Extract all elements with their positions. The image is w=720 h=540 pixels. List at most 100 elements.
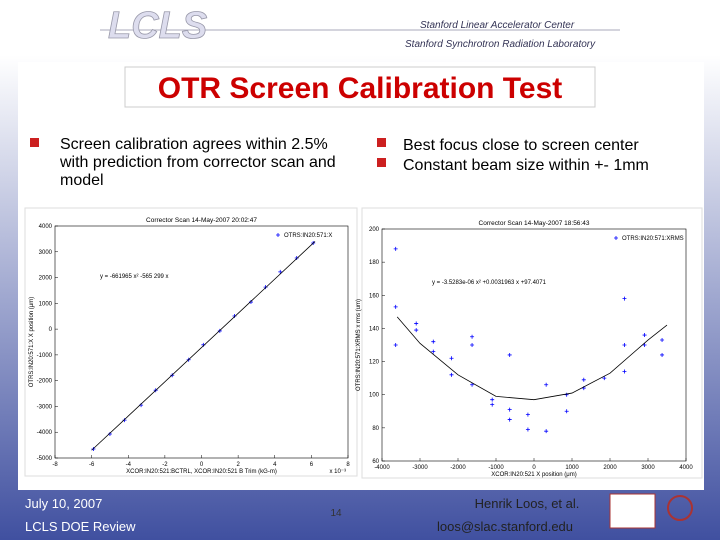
x-tick-label: 0 (200, 462, 204, 468)
x-tick-label: -6 (89, 462, 95, 468)
data-point (564, 409, 569, 414)
data-point (393, 343, 398, 347)
x-tick-label: -2 (162, 462, 168, 468)
y-tick-label: 80 (372, 426, 379, 432)
y-axis-label: OTRS:IN20:571:X X position (μm) (29, 297, 35, 388)
data-point (393, 304, 398, 309)
page-number: 14 (330, 508, 342, 519)
data-point (544, 429, 549, 434)
sslac-logo (609, 493, 656, 529)
data-point (490, 397, 495, 402)
data-point (642, 333, 647, 338)
x-tick-label: 2 (236, 462, 240, 468)
bullet (30, 138, 39, 147)
title-box (124, 66, 596, 108)
data-point (602, 376, 607, 381)
data-point (622, 343, 627, 347)
x-axis-label: XCOR:IN20:521 X position (μm) (491, 472, 577, 478)
x-tick-label: -4000 (374, 465, 390, 471)
x-tick-label: 0 (532, 465, 536, 471)
data-point (525, 427, 530, 432)
y-tick-label: 60 (372, 459, 379, 465)
data-point (294, 255, 299, 260)
data-point (431, 339, 436, 344)
x-tick-label: -2000 (450, 465, 466, 471)
legend-label: OTRS:IN20:571:XRMS (622, 236, 684, 242)
y-tick-label: 140 (369, 326, 380, 332)
y-tick-label: 200 (369, 227, 380, 233)
annotation: y = -661965 x² -565 299 x (100, 274, 169, 280)
data-point (278, 269, 283, 274)
data-point (414, 328, 419, 333)
bullet (377, 158, 386, 167)
data-point (507, 352, 512, 357)
x-tick-label: 6 (310, 462, 314, 468)
data-point (449, 356, 454, 361)
data-point (431, 349, 436, 354)
data-point (525, 412, 530, 417)
chart-title: Corrector Scan 14-May-2007 20:02:47 (146, 217, 257, 224)
x-tick-label: -1000 (488, 465, 504, 471)
data-point (564, 392, 569, 397)
fit-line (91, 241, 316, 451)
legend-marker (614, 236, 618, 240)
legend-label: OTRS:IN20:571:X (284, 233, 332, 239)
bullet (377, 138, 386, 147)
y-tick-label: -2000 (37, 379, 53, 385)
legend-marker (276, 233, 280, 237)
data-point (660, 352, 665, 357)
y-tick-label: -5000 (37, 456, 53, 462)
footer-author: Henrik Loos, et al. (475, 496, 580, 511)
data-point (470, 334, 475, 339)
data-point (581, 377, 586, 382)
y-tick-label: 3000 (39, 250, 53, 256)
x-tick-label: -8 (52, 462, 58, 468)
bullet-text: Best focus close to screen center (403, 137, 639, 154)
footer-event: LCLS DOE Review (25, 519, 136, 534)
y-axis-label: OTRS:IN20:571:XRMS x rms (um) (356, 299, 362, 391)
chart-title: Corrector Scan 14-May-2007 18:56:43 (479, 220, 590, 227)
data-point (660, 338, 665, 343)
data-point (507, 407, 512, 412)
data-point (122, 418, 127, 423)
data-point (507, 417, 512, 422)
plot-area (381, 228, 687, 462)
plot-area (54, 225, 349, 459)
x-tick-label: -3000 (412, 465, 428, 471)
data-point (414, 321, 419, 326)
logo: LCLS (108, 5, 207, 47)
x-tick-label: 4 (273, 462, 277, 468)
x-tick-label: -4 (126, 462, 132, 468)
slide-title: OTR Screen Calibration Test (158, 72, 563, 105)
y-tick-label: -4000 (37, 430, 53, 436)
x-tick-label: 3000 (641, 465, 655, 471)
y-tick-label: -3000 (37, 404, 53, 410)
x-axis-label: XCOR:IN20:521:BCTRL, XCOR:IN20:521 B Tri… (126, 469, 277, 475)
data-point (642, 343, 647, 347)
data-point (248, 300, 253, 305)
bullet-text: Constant beam size within +- 1mm (403, 157, 649, 174)
x-multiplier: x 10⁻³ (329, 469, 346, 475)
ssrl-logo (667, 495, 693, 521)
bullet-list: Best focus close to screen center Consta… (403, 136, 649, 176)
footer-date: July 10, 2007 (25, 496, 102, 511)
y-tick-label: 160 (369, 293, 380, 299)
y-tick-label: 120 (369, 360, 380, 366)
y-tick-label: 2000 (39, 276, 53, 282)
data-point (263, 285, 268, 290)
annotation: y = -3.5283e-06 x² +0.0031963 x +97.4071 (432, 280, 547, 286)
x-tick-label: 8 (346, 462, 350, 468)
y-tick-label: 100 (369, 393, 380, 399)
data-point (490, 402, 495, 407)
data-point (470, 343, 475, 347)
y-tick-label: 0 (49, 327, 53, 333)
bullet-text: Screen calibration agrees within 2.5% wi… (60, 136, 336, 189)
y-tick-label: -1000 (37, 353, 53, 359)
x-tick-label: 4000 (679, 465, 693, 471)
data-point (393, 246, 398, 251)
data-point (544, 382, 549, 387)
data-point (470, 382, 475, 387)
x-tick-label: 2000 (603, 465, 617, 471)
fit-line (396, 316, 668, 401)
